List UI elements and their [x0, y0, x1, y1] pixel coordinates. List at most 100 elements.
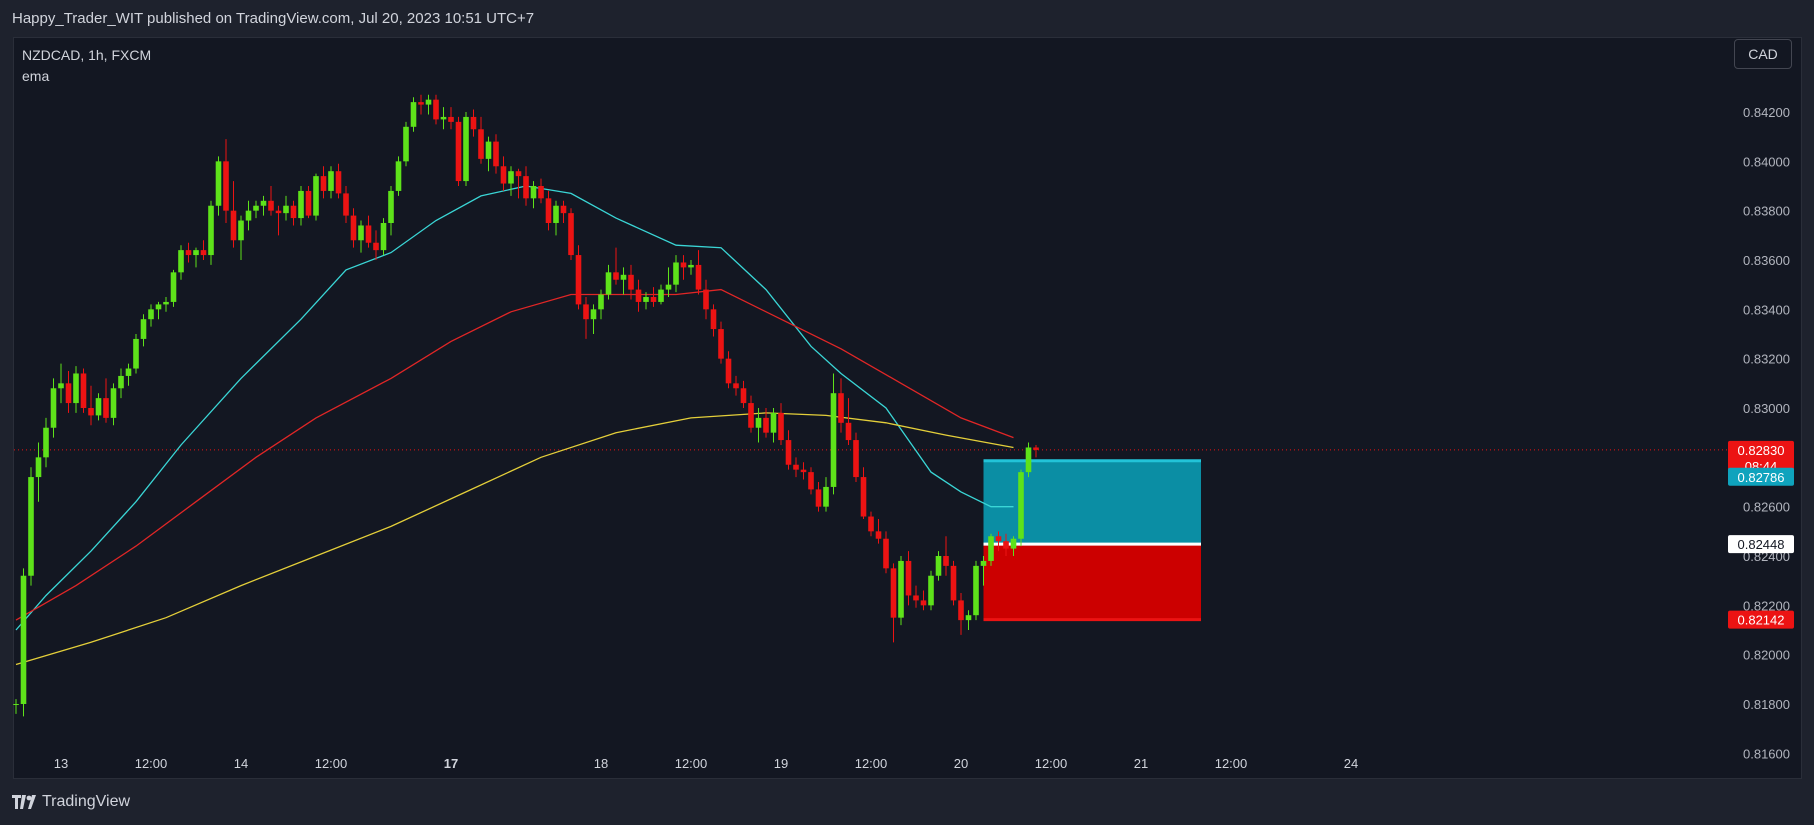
candle-body[interactable]	[13, 704, 19, 705]
candle-body[interactable]	[935, 556, 942, 576]
candle-body[interactable]	[410, 102, 417, 127]
candle-body[interactable]	[313, 176, 319, 216]
currency-button[interactable]: CAD	[1734, 39, 1792, 69]
candle-body[interactable]	[433, 99, 439, 120]
candle-body[interactable]	[605, 272, 612, 295]
candle-body[interactable]	[628, 274, 634, 290]
candle-body[interactable]	[208, 205, 214, 256]
candle-body[interactable]	[73, 373, 79, 404]
candle-body[interactable]	[718, 329, 724, 359]
candle-body[interactable]	[545, 198, 552, 223]
candle-body[interactable]	[553, 205, 559, 223]
candle-body[interactable]	[635, 289, 642, 302]
candle-body[interactable]	[28, 477, 34, 576]
candle-body[interactable]	[598, 294, 604, 310]
stop-zone[interactable]	[983, 544, 1202, 620]
candle-body[interactable]	[748, 403, 754, 428]
candle-body[interactable]	[703, 289, 709, 310]
candle-body[interactable]	[148, 309, 154, 320]
candle-body[interactable]	[785, 440, 792, 465]
candle-body[interactable]	[20, 575, 27, 704]
candle-body[interactable]	[868, 516, 874, 532]
candle-body[interactable]	[253, 205, 259, 211]
candle-body[interactable]	[898, 560, 904, 618]
candle-body[interactable]	[500, 166, 507, 184]
candle-body[interactable]	[140, 319, 147, 339]
candle-body[interactable]	[35, 457, 42, 478]
candle-body[interactable]	[740, 388, 747, 404]
candle-body[interactable]	[575, 255, 582, 305]
candle-body[interactable]	[50, 388, 57, 428]
candle-body[interactable]	[193, 250, 199, 256]
candle-body[interactable]	[215, 161, 222, 206]
candle-body[interactable]	[643, 297, 649, 302]
candle-body[interactable]	[88, 408, 94, 416]
candle-body[interactable]	[230, 210, 237, 241]
candle-body[interactable]	[418, 102, 424, 105]
candle-body[interactable]	[658, 289, 664, 302]
candle-body[interactable]	[875, 531, 882, 539]
candle-body[interactable]	[860, 477, 867, 517]
candle-body[interactable]	[335, 171, 342, 194]
candle-body[interactable]	[995, 536, 1002, 542]
candle-body[interactable]	[290, 205, 297, 219]
candle-body[interactable]	[1003, 541, 1009, 549]
candle-body[interactable]	[928, 575, 934, 606]
candle-body[interactable]	[440, 116, 447, 120]
candle-body[interactable]	[665, 284, 672, 290]
candle-body[interactable]	[110, 388, 117, 418]
candle-body[interactable]	[763, 417, 769, 433]
candle-body[interactable]	[778, 412, 784, 441]
candle-body[interactable]	[455, 121, 462, 182]
candle-body[interactable]	[793, 464, 799, 470]
candle-body[interactable]	[358, 225, 364, 241]
candle-body[interactable]	[958, 600, 964, 621]
candle-body[interactable]	[755, 417, 762, 428]
candle-body[interactable]	[815, 489, 822, 507]
candle-body[interactable]	[238, 220, 244, 241]
candle-body[interactable]	[1033, 447, 1039, 450]
candle-body[interactable]	[305, 190, 312, 216]
candle-body[interactable]	[395, 161, 402, 191]
candle-body[interactable]	[155, 304, 162, 310]
candle-body[interactable]	[965, 615, 972, 621]
candle-body[interactable]	[350, 215, 357, 241]
candle-body[interactable]	[913, 595, 919, 601]
candle-body[interactable]	[688, 264, 694, 268]
candle-body[interactable]	[118, 375, 124, 389]
candle-body[interactable]	[733, 383, 739, 389]
candle-body[interactable]	[260, 200, 267, 206]
candle-body[interactable]	[830, 393, 837, 487]
candle-body[interactable]	[823, 486, 829, 507]
candle-body[interactable]	[133, 338, 139, 369]
candle-body[interactable]	[673, 262, 679, 285]
candle-body[interactable]	[1025, 447, 1032, 473]
candle-body[interactable]	[328, 171, 334, 191]
candle-body[interactable]	[268, 200, 274, 211]
candle-body[interactable]	[988, 536, 994, 561]
candle-body[interactable]	[710, 309, 717, 330]
chart-panel[interactable]	[13, 37, 1802, 779]
candle-body[interactable]	[725, 358, 732, 384]
candle-body[interactable]	[883, 538, 889, 569]
candle-body[interactable]	[1018, 472, 1024, 539]
candle-body[interactable]	[283, 205, 289, 214]
candle-body[interactable]	[845, 422, 852, 441]
candle-body[interactable]	[170, 272, 177, 302]
candle-body[interactable]	[650, 297, 657, 302]
candle-body[interactable]	[523, 176, 529, 199]
candle-body[interactable]	[583, 304, 589, 320]
candle-body[interactable]	[890, 568, 897, 618]
candle-body[interactable]	[800, 469, 807, 473]
symbol-label[interactable]: NZDCAD, 1h, FXCM	[22, 47, 152, 63]
candle-body[interactable]	[538, 186, 544, 199]
candle-body[interactable]	[343, 193, 349, 216]
tradingview-footer[interactable]: TradingView	[12, 793, 130, 811]
candle-body[interactable]	[373, 242, 379, 251]
candle-body[interactable]	[560, 205, 567, 214]
candle-body[interactable]	[695, 264, 702, 290]
candle-body[interactable]	[568, 213, 574, 256]
candle-body[interactable]	[43, 427, 49, 458]
candle-body[interactable]	[380, 223, 387, 251]
